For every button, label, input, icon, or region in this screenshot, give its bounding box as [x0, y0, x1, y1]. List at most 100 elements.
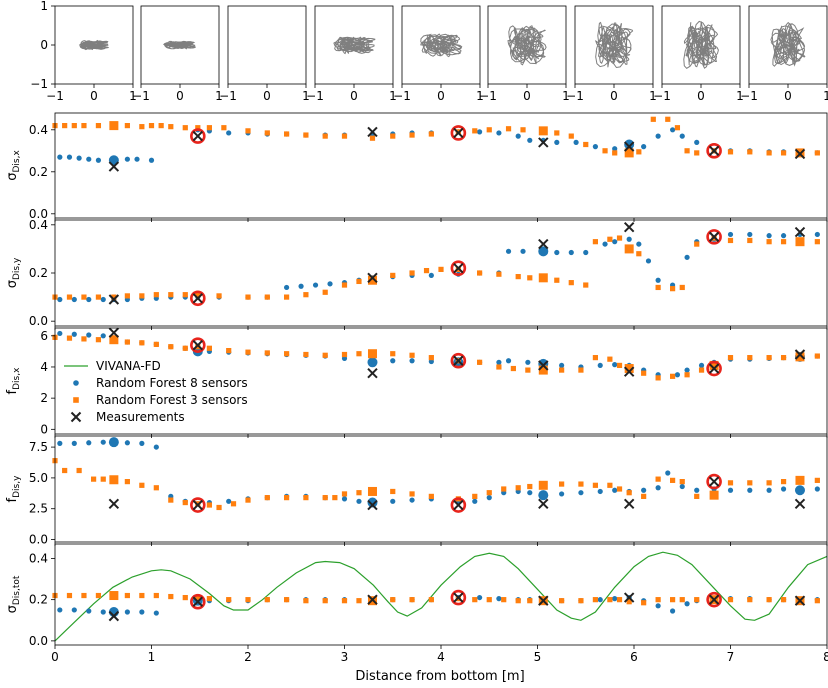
rf3-point — [694, 241, 700, 247]
rf8-point-large — [538, 490, 549, 501]
rf3-point — [747, 480, 753, 486]
rf3-point — [641, 493, 647, 499]
rf3-point — [616, 486, 623, 492]
measurement-marker — [367, 367, 378, 379]
rf3-point — [814, 150, 820, 156]
rf3-point — [472, 493, 478, 499]
orbit-x-tick-label: 1 — [476, 89, 484, 103]
rf3-point — [515, 274, 521, 280]
rf3-point — [390, 133, 396, 139]
rf8-point — [694, 139, 700, 145]
y-tick-label: 0.4 — [29, 551, 48, 565]
y-axis-label: fDis,y — [5, 475, 22, 503]
orbit-x-tick-label: 0 — [90, 89, 98, 103]
x-tick-label: 2 — [244, 650, 252, 664]
measurement-stroke — [708, 594, 720, 605]
rf3-point — [780, 239, 787, 245]
rf8-point — [76, 155, 82, 161]
orbit-panel-4: −1 0 1 — [306, 5, 397, 103]
rf3-point-large — [367, 275, 377, 285]
orbit-x-tick-label: 0 — [697, 89, 705, 103]
rf8-point — [727, 231, 734, 238]
measurement-marker — [453, 355, 464, 366]
rf3-point — [341, 133, 348, 139]
rf8-point — [327, 281, 333, 287]
legend-entry-label: Random Forest 8 sensors — [96, 376, 248, 390]
rf3-point — [245, 597, 251, 603]
measurement-stroke — [794, 498, 806, 509]
rf3-point — [486, 597, 492, 603]
rf8-point — [679, 133, 685, 139]
rf3-point — [341, 282, 348, 288]
rf3-point — [409, 352, 415, 358]
orbit-panel-7: −1 0 1 — [566, 5, 657, 103]
rf3-point — [95, 337, 102, 343]
rf3-point — [607, 236, 613, 242]
rf8-point — [698, 362, 705, 369]
measurement-stroke — [623, 222, 635, 233]
orbit-x-tick-label: −1 — [393, 89, 411, 103]
rf3-point — [477, 270, 483, 276]
orbit-x-tick-label: −1 — [46, 89, 64, 103]
measurement-marker — [623, 141, 635, 152]
rf8-point — [554, 249, 560, 256]
rf8-point — [612, 362, 618, 368]
rf3-point — [409, 270, 415, 276]
rf3-point — [322, 133, 328, 139]
rf3-point — [76, 467, 82, 474]
rf3-point — [670, 477, 676, 483]
x-tick-label: 7 — [727, 650, 735, 664]
measurement-stroke — [367, 499, 378, 511]
orbit-x-tick-label: −1 — [132, 89, 150, 103]
rf3-point — [390, 351, 396, 357]
rf3-point — [423, 267, 430, 274]
y-tick-label: 0.2 — [29, 165, 48, 179]
rf8-point — [57, 296, 63, 303]
rf8-point — [766, 487, 772, 493]
selected-sensor-marker — [706, 143, 722, 159]
rf3-point — [670, 286, 676, 292]
rf8-point — [525, 359, 531, 365]
orbit-trajectory — [78, 39, 110, 51]
rf3-point — [814, 239, 820, 245]
y-tick-label: 0.4 — [29, 123, 48, 137]
orbit-x-tick-label: 1 — [562, 89, 570, 103]
rf8-point — [554, 139, 560, 145]
rf3-point — [390, 488, 396, 495]
rf3-point — [245, 294, 251, 300]
rf3-point — [81, 592, 87, 599]
rf3-point — [206, 125, 212, 131]
rf3-point — [684, 372, 690, 378]
rf3-point — [636, 149, 642, 155]
rf3-point — [592, 239, 598, 245]
x-tick-label: 6 — [630, 650, 638, 664]
rf3-point — [264, 597, 270, 603]
rf8-point — [71, 440, 77, 446]
y-tick-label: 6 — [40, 329, 48, 343]
rf3-point — [486, 490, 492, 496]
rf3-point — [356, 278, 362, 285]
rf8-point — [670, 127, 676, 133]
rf3-point — [641, 370, 647, 376]
rf3-point — [168, 593, 174, 600]
selected-sensor-marker — [706, 591, 722, 608]
measurement-stroke — [108, 294, 120, 305]
rf3-point — [578, 481, 584, 487]
rf8-point — [641, 487, 647, 493]
orbit-x-tick-label: 0 — [523, 89, 531, 103]
panel-4: 0.0 2.5 5.0 7.5 fDis,y — [5, 435, 828, 547]
legend-entry-label: VIVANA-FD — [96, 359, 161, 373]
rf3-point — [428, 355, 434, 361]
rf3-point — [583, 282, 589, 288]
orbit-x-tick-label: 0 — [784, 89, 792, 103]
rf8-point — [153, 610, 159, 616]
rf8-point — [496, 130, 502, 136]
orbit-panel-9: −1 0 1 — [740, 5, 828, 103]
measurement-stroke — [794, 349, 806, 360]
measurement-marker — [538, 238, 549, 250]
panel-1: 0.0 0.2 0.4 σDis,x — [5, 112, 828, 222]
measurement-stroke — [367, 272, 378, 284]
rf8-point — [583, 249, 589, 256]
x-axis-label: Distance from bottom [m] — [355, 669, 524, 684]
